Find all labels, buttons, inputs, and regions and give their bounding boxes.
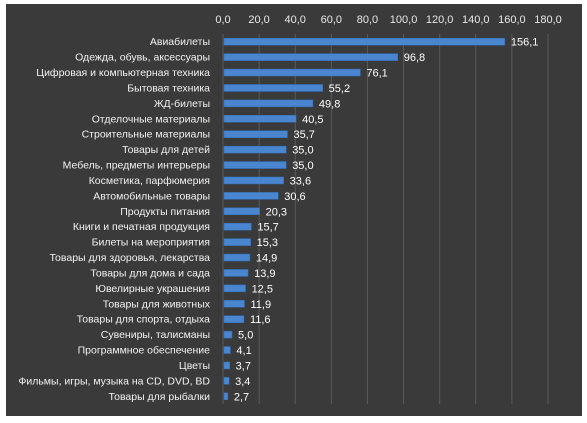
data-label: 35,0	[292, 145, 313, 157]
category-label: Цветы	[179, 360, 210, 372]
category-labels: Авиабилеты Одежда, обувь, аксессуары Цифро…	[18, 36, 210, 403]
data-label: 4,1	[236, 345, 251, 357]
data-label: 14,9	[256, 253, 277, 265]
data-label: 35,7	[293, 129, 314, 141]
category-label: Товары для спорта, отдыха	[77, 314, 211, 326]
data-label: 12,5	[252, 283, 273, 295]
category-label: Автомобильные товары	[93, 190, 210, 202]
category-label: Строительные материалы	[82, 129, 210, 141]
x-tick-label: 60,0	[321, 14, 342, 26]
bar	[223, 115, 297, 123]
category-label: Товары для здоровья, лекарства	[49, 252, 210, 264]
category-label: Ювелирные украшения	[95, 283, 210, 295]
data-label: 49,8	[319, 98, 340, 110]
x-tick-label: 40,0	[285, 14, 306, 26]
category-label: Продукты питания	[120, 206, 210, 218]
bar	[223, 145, 287, 154]
bar	[223, 377, 230, 385]
category-label: Товары для рыбалки	[109, 391, 211, 403]
x-tick-label: 20,0	[248, 14, 269, 26]
x-tick-label: 120,0	[426, 14, 454, 26]
bar	[223, 207, 260, 216]
category-label: Цифровая и компьютерная техника	[36, 67, 210, 79]
category-label: Книги и печатная продукция	[73, 221, 210, 233]
data-label: 15,3	[257, 237, 278, 249]
category-label: Фильмы, игры, музыка на CD, DVD, BD	[18, 375, 210, 387]
bars	[223, 37, 506, 401]
data-label: 13,9	[254, 268, 275, 280]
category-label: Товары для животных	[103, 298, 211, 310]
bar	[223, 130, 288, 138]
bar	[223, 392, 229, 401]
category-label: Мебель, предметы интерьеры	[63, 160, 210, 172]
horizontal-bar-chart: 0,0 20,0 40,0 60,0 80,0 100,0 120,0 140,0 160,0 1…	[18, 14, 562, 404]
data-label: 3,4	[235, 376, 250, 388]
data-labels: 156,1 96,8 76,1 55,2 49,8 40,5 35,7 35,0 35,0 33,…	[234, 37, 539, 404]
category-label: Сувениры, талисманы	[101, 329, 210, 341]
data-label: 40,5	[302, 114, 323, 126]
data-label: 3,7	[236, 360, 251, 372]
x-tick-label: 80,0	[357, 14, 378, 26]
bar	[223, 176, 284, 185]
bar	[223, 222, 252, 231]
data-label: 15,7	[257, 222, 278, 234]
bar	[223, 99, 314, 108]
bar	[223, 37, 506, 46]
x-tick-label: 140,0	[462, 14, 490, 26]
bar	[223, 346, 231, 354]
data-label: 5,0	[238, 330, 253, 342]
data-label: 30,6	[284, 191, 305, 203]
bar	[223, 330, 233, 339]
bar	[223, 269, 249, 277]
bar	[223, 284, 246, 293]
category-label: Одежда, обувь, аксессуары	[75, 52, 210, 64]
chart-panel: 0,0 20,0 40,0 60,0 80,0 100,0 120,0 140,0 160,0 1…	[6, 4, 582, 416]
bar	[223, 68, 361, 77]
category-label: Бытовая техника	[127, 82, 210, 94]
bar	[223, 161, 287, 169]
category-label: Косметика, парфюмерия	[89, 175, 210, 187]
data-label: 156,1	[511, 37, 539, 49]
x-tick-label: 0,0	[215, 14, 230, 26]
category-label: Программное обеспечение	[78, 345, 211, 357]
category-label: ЖД-билеты	[154, 98, 210, 110]
bar	[223, 192, 279, 200]
category-label: Билеты на мероприятия	[92, 237, 210, 249]
data-label: 96,8	[404, 52, 425, 64]
category-label: Товары для детей	[122, 144, 210, 156]
data-label: 33,6	[290, 175, 311, 187]
data-label: 11,9	[250, 299, 271, 311]
category-label: Авиабилеты	[150, 36, 210, 48]
x-tick-label: 160,0	[498, 14, 526, 26]
data-label: 2,7	[234, 391, 249, 403]
data-label: 35,0	[292, 160, 313, 172]
bar	[223, 84, 323, 92]
category-label: Товары для дома и сада	[90, 267, 210, 279]
category-label: Отделочные материалы	[92, 113, 210, 125]
data-label: 20,3	[266, 206, 287, 218]
x-tick-label: 180,0	[534, 14, 562, 26]
bar	[223, 238, 251, 246]
data-label: 55,2	[329, 83, 350, 95]
x-axis-ticks: 0,0 20,0 40,0 60,0 80,0 100,0 120,0 140,0 160,0 1…	[215, 14, 561, 26]
bar	[223, 300, 245, 308]
data-label: 11,6	[250, 314, 271, 326]
bar	[223, 253, 251, 262]
bar	[223, 315, 245, 323]
x-tick-label: 100,0	[390, 14, 418, 26]
bar	[223, 53, 399, 61]
data-label: 76,1	[366, 68, 387, 80]
grid-layer	[222, 34, 549, 404]
bar	[223, 361, 230, 370]
